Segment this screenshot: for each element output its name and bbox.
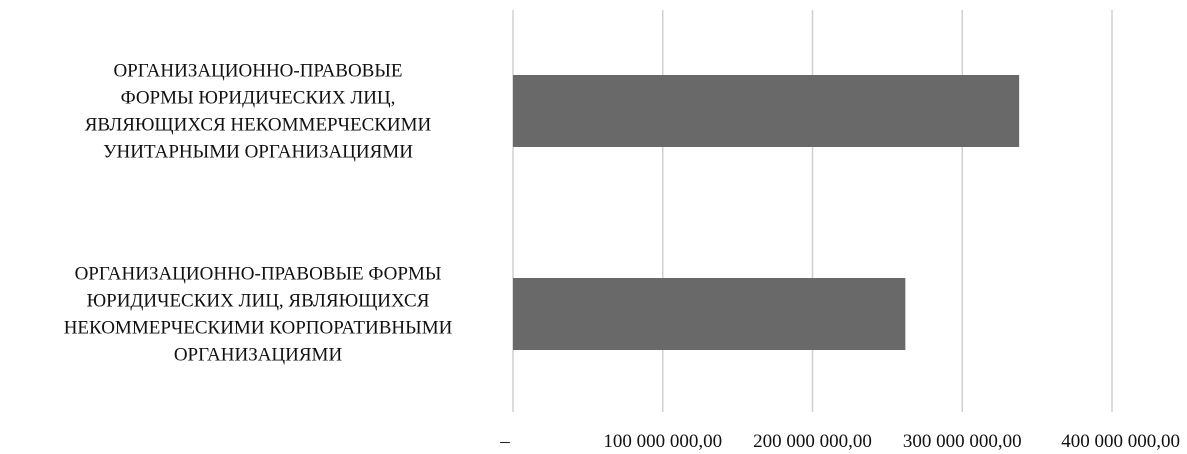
- category-label-1-line-0: ОРГАНИЗАЦИОННО-ПРАВОВЫЕ ФОРМЫ: [75, 264, 442, 285]
- x-tick-labels: – 100 000 000,00 200 000 000,00 300 000 000…: [499, 431, 1180, 452]
- gridlines: [512, 10, 1113, 412]
- category-label-1-line-3: ОРГАНИЗАЦИЯМИ: [174, 345, 343, 366]
- category-labels: ОРГАНИЗАЦИОННО-ПРАВОВЫЕ ФОРМЫ ЮРИДИЧЕСКИХ…: [64, 61, 453, 366]
- x-tick-label-0: –: [499, 431, 510, 452]
- x-tick-label-2: 200 000 000,00: [753, 431, 872, 452]
- category-label-0-line-2: ЯВЛЯЮЩИХСЯ НЕКОММЕРЧЕСКИМИ: [85, 115, 432, 136]
- x-tick-label-4: 400 000 000,00: [1061, 431, 1180, 452]
- bars: [513, 75, 1020, 350]
- category-label-1-line-2: НЕКОММЕРЧЕСКИМИ КОРПОРАТИВНЫМИ: [64, 318, 453, 339]
- category-label-1-line-1: ЮРИДИЧЕСКИХ ЛИЦ, ЯВЛЯЮЩИХСЯ: [87, 291, 430, 312]
- x-tick-label-3: 300 000 000,00: [903, 431, 1022, 452]
- category-label-0-line-0: ОРГАНИЗАЦИОННО-ПРАВОВЫЕ: [113, 61, 402, 82]
- bar-1: [513, 278, 906, 350]
- category-label-0-line-3: УНИТАРНЫМИ ОРГАНИЗАЦИЯМИ: [103, 142, 413, 163]
- bar-0: [513, 75, 1020, 147]
- category-label-1: ОРГАНИЗАЦИОННО-ПРАВОВЫЕ ФОРМЫ ЮРИДИЧЕСКИХ…: [64, 264, 453, 366]
- category-label-0: ОРГАНИЗАЦИОННО-ПРАВОВЫЕ ФОРМЫ ЮРИДИЧЕСКИХ…: [85, 61, 432, 163]
- x-tick-label-1: 100 000 000,00: [603, 431, 722, 452]
- category-label-0-line-1: ФОРМЫ ЮРИДИЧЕСКИХ ЛИЦ,: [121, 88, 396, 109]
